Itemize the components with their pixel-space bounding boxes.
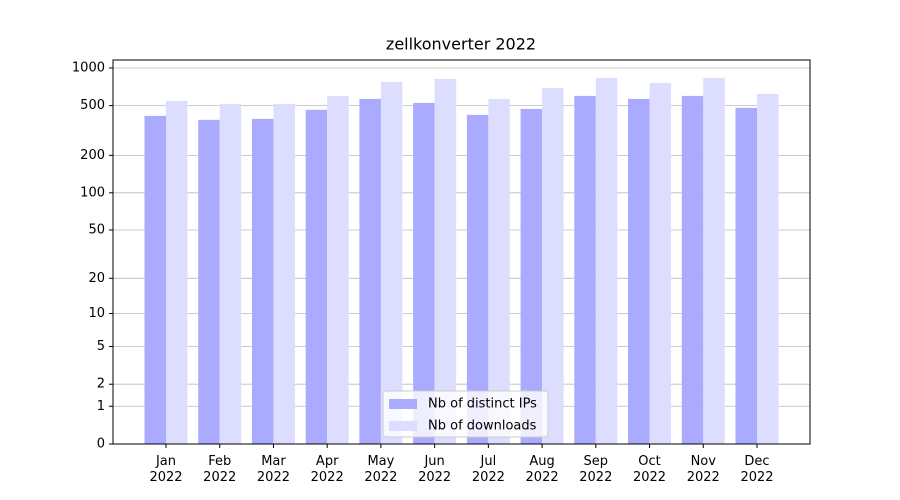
x-tick-label: Feb 2022 bbox=[203, 454, 236, 485]
bar bbox=[327, 95, 349, 444]
bar bbox=[434, 78, 457, 444]
bar bbox=[649, 82, 672, 444]
bar bbox=[757, 93, 779, 444]
x-tick-label-line: 2022 bbox=[526, 470, 559, 485]
y-tick-label: 0 bbox=[97, 437, 105, 452]
bar bbox=[628, 98, 650, 444]
y-tick-label: 500 bbox=[80, 98, 105, 113]
x-tick-label-line: Jan bbox=[155, 454, 176, 469]
x-tick-label: Sep 2022 bbox=[579, 454, 612, 485]
x-tick-label: Oct 2022 bbox=[633, 454, 666, 485]
legend-box bbox=[382, 390, 549, 438]
x-tick-label-line: Oct bbox=[638, 454, 660, 469]
x-tick-label-line: Jun bbox=[423, 454, 444, 469]
legend-swatch bbox=[389, 399, 417, 409]
x-tick-label: Apr 2022 bbox=[311, 454, 344, 485]
legend: Nb of distinct IPs Nb of downloads bbox=[382, 390, 549, 438]
x-tick-label-line: 2022 bbox=[203, 470, 236, 485]
bar bbox=[735, 107, 757, 444]
y-tick-label: 50 bbox=[88, 223, 105, 238]
bar bbox=[703, 77, 725, 444]
x-tick-label-line: 2022 bbox=[418, 470, 451, 485]
bar bbox=[488, 98, 510, 444]
y-tick-label: 100 bbox=[80, 185, 105, 200]
y-tick-label: 1000 bbox=[72, 60, 105, 75]
bar bbox=[273, 103, 295, 445]
chart-title: zellkonverter 2022 bbox=[386, 35, 536, 54]
x-tick-label-line: Mar bbox=[261, 454, 286, 469]
x-tick-label-line: May bbox=[367, 454, 394, 469]
x-tick-label-line: 2022 bbox=[579, 470, 612, 485]
x-tick-label-line: Aug bbox=[529, 454, 554, 469]
x-tick-label-line: Sep bbox=[584, 454, 609, 469]
x-tick-label: Jun 2022 bbox=[418, 454, 451, 485]
y-tick-label: 5 bbox=[97, 339, 105, 354]
x-tick-label: Nov 2022 bbox=[687, 454, 720, 485]
x-tick-label-line: Dec bbox=[744, 454, 769, 469]
bar bbox=[413, 102, 435, 444]
x-tick-label-line: Feb bbox=[208, 454, 231, 469]
x-tick-label-line: 2022 bbox=[149, 470, 182, 485]
bar bbox=[251, 118, 274, 445]
x-tick-label-line: 2022 bbox=[311, 470, 344, 485]
x-tick-label-line: Apr bbox=[316, 454, 339, 469]
x-tick-label-line: 2022 bbox=[633, 470, 666, 485]
plot-frame bbox=[112, 59, 811, 445]
x-tick-label: Jul 2022 bbox=[472, 454, 505, 485]
bar bbox=[595, 77, 618, 444]
bar bbox=[520, 108, 543, 444]
y-tick-label: 1 bbox=[97, 399, 105, 414]
bar bbox=[198, 119, 220, 445]
x-tick-label-line: 2022 bbox=[472, 470, 505, 485]
x-tick-label-line: Nov bbox=[691, 454, 717, 469]
bar bbox=[359, 98, 381, 444]
y-tick-label: 10 bbox=[88, 306, 105, 321]
bar bbox=[219, 103, 242, 445]
x-tick-label: Mar 2022 bbox=[257, 454, 290, 485]
x-tick-label: Dec 2022 bbox=[740, 454, 773, 485]
x-tick-label-line: 2022 bbox=[364, 470, 397, 485]
bar bbox=[166, 100, 188, 444]
bar bbox=[380, 81, 403, 444]
bar bbox=[542, 87, 564, 445]
bar bbox=[144, 115, 166, 444]
x-tick-label-line: 2022 bbox=[740, 470, 773, 485]
x-tick-label-line: 2022 bbox=[257, 470, 290, 485]
x-tick-label: May 2022 bbox=[364, 454, 397, 485]
legend-label: Nb of downloads bbox=[428, 419, 537, 434]
bar bbox=[305, 109, 328, 444]
x-tick-label: Jan 2022 bbox=[149, 454, 182, 485]
y-tick-label: 20 bbox=[88, 271, 105, 286]
x-tick-label: Aug 2022 bbox=[526, 454, 559, 485]
x-tick-label-line: 2022 bbox=[687, 470, 720, 485]
x-tick-label-line: Jul bbox=[480, 454, 497, 469]
bar bbox=[681, 95, 704, 444]
y-tick-label: 2 bbox=[97, 377, 105, 392]
bar bbox=[574, 95, 596, 444]
y-tick-label: 200 bbox=[80, 148, 105, 163]
legend-swatch bbox=[389, 421, 417, 431]
bar bbox=[466, 114, 489, 444]
legend-label: Nb of distinct IPs bbox=[428, 397, 537, 412]
